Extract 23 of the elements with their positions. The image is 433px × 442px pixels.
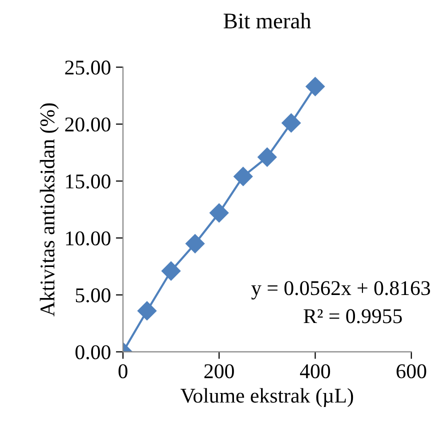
y-tick-label: 0.00 — [76, 345, 110, 360]
x-axis-title: Volume ekstrak (µL) — [180, 388, 354, 407]
x-tick-label: 0 — [118, 364, 128, 378]
point — [282, 113, 301, 133]
point — [137, 301, 157, 320]
x-tick-label: 200 — [204, 364, 234, 378]
y-tick-label: 25.00 — [65, 60, 110, 75]
y-axis-title: Aktivitas antioksidan (%) — [40, 103, 59, 316]
chart-title: Bit merah — [224, 12, 311, 29]
y-tick-label: 5.00 — [76, 288, 110, 302]
x-tick-label: 600 — [396, 364, 426, 378]
point — [234, 166, 253, 186]
y-tick-label: 10.00 — [66, 231, 110, 246]
annotation: R² = 0.9955 — [304, 309, 402, 324]
point — [306, 77, 325, 96]
x-tick-label: 400 — [300, 364, 330, 378]
point — [210, 203, 229, 222]
point — [258, 148, 277, 167]
point — [162, 261, 181, 281]
annotation: y = 0.0562x + 0.8163 — [251, 281, 430, 300]
point — [186, 234, 205, 254]
y-tick-label: 15.00 — [66, 174, 110, 189]
y-tick-label: 20.00 — [65, 117, 110, 132]
